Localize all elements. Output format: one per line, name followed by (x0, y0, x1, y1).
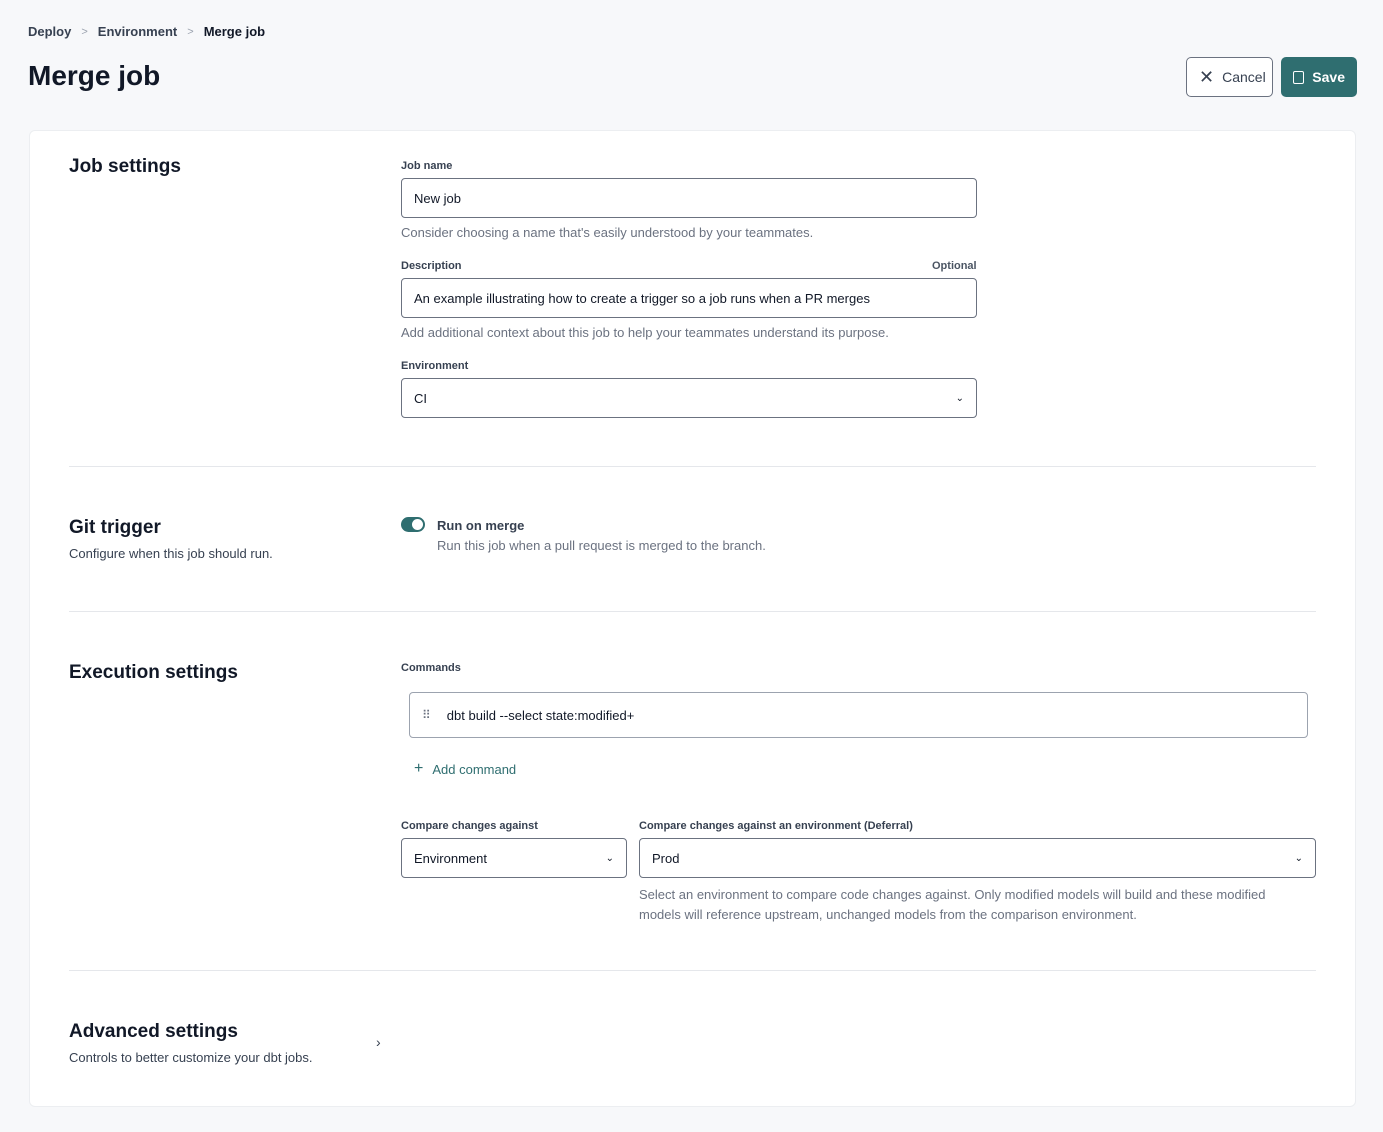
breadcrumb-current: Merge job (203, 24, 266, 39)
close-icon: ✕ (1199, 66, 1215, 87)
chevron-right-icon: > (187, 25, 194, 38)
save-icon (1293, 70, 1305, 84)
save-button[interactable]: Save (1281, 57, 1357, 97)
compare-value: Environment (414, 850, 487, 866)
cancel-label: Cancel (1222, 69, 1266, 85)
deferral-select[interactable]: Prod ⌄ (639, 838, 1316, 878)
cancel-button[interactable]: ✕ Cancel (1186, 57, 1273, 97)
environment-select[interactable]: CI ⌄ (401, 378, 977, 418)
commands-label: Commands (401, 662, 461, 674)
chevron-down-icon: ⌄ (605, 852, 614, 864)
job-name-value: New job (414, 190, 461, 206)
job-name-help: Consider choosing a name that's easily u… (401, 225, 814, 240)
save-label: Save (1312, 69, 1345, 85)
description-value: An example illustrating how to create a … (414, 290, 870, 306)
compare-select[interactable]: Environment ⌄ (401, 838, 627, 878)
command-row[interactable]: ⠿ dbt build --select state:modified+ (409, 692, 1308, 738)
execution-settings-title: Execution settings (69, 662, 238, 683)
git-trigger-title: Git trigger (69, 517, 161, 538)
deferral-help: Select an environment to compare code ch… (639, 887, 1266, 922)
add-command-label: Add command (432, 762, 517, 777)
divider (69, 970, 1316, 971)
description-help: Add additional context about this job to… (401, 325, 889, 340)
job-settings-title: Job settings (69, 156, 181, 177)
advanced-settings-subtitle: Controls to better customize your dbt jo… (69, 1050, 313, 1065)
environment-label: Environment (401, 360, 469, 372)
breadcrumb-environment[interactable]: Environment (97, 24, 178, 39)
divider (69, 611, 1316, 612)
add-command-button[interactable]: + Add command (414, 760, 517, 778)
job-name-input[interactable]: New job (401, 178, 977, 218)
chevron-right-icon: > (81, 25, 88, 38)
page-title: Merge job (28, 60, 161, 91)
run-on-merge-toggle[interactable] (401, 517, 425, 532)
description-optional: Optional (932, 260, 977, 272)
deferral-value: Prod (652, 850, 680, 866)
run-on-merge-label: Run on merge (437, 518, 525, 533)
breadcrumb-deploy[interactable]: Deploy (28, 24, 72, 39)
git-trigger-subtitle: Configure when this job should run. (69, 546, 273, 561)
breadcrumb: Deploy > Environment > Merge job (28, 24, 265, 39)
compare-label: Compare changes against (401, 820, 538, 832)
command-text: dbt build --select state:modified+ (446, 707, 635, 723)
description-input[interactable]: An example illustrating how to create a … (401, 278, 977, 318)
environment-value: CI (414, 390, 427, 406)
divider (69, 466, 1316, 467)
deferral-label: Compare changes against an environment (… (639, 820, 913, 832)
job-form-card (29, 130, 1356, 1107)
chevron-down-icon: ⌄ (955, 392, 964, 404)
job-name-label: Job name (401, 160, 453, 172)
drag-handle-icon[interactable]: ⠿ (422, 708, 431, 722)
chevron-down-icon: ⌄ (1294, 852, 1303, 864)
chevron-right-icon[interactable]: › (376, 1034, 381, 1050)
plus-icon: + (414, 760, 424, 777)
advanced-settings-title[interactable]: Advanced settings (69, 1021, 238, 1042)
description-label: Description (401, 260, 462, 272)
run-on-merge-help: Run this job when a pull request is merg… (437, 538, 766, 553)
